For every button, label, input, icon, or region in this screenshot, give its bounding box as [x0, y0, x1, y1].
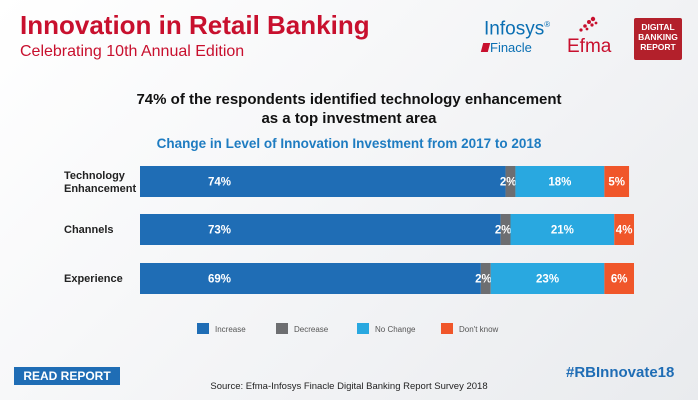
finacle-logo-text: Finacle	[484, 40, 550, 56]
data-label: 21%	[551, 225, 574, 237]
bar-segment-decrease	[500, 214, 511, 245]
efma-logo-text: Efma	[567, 36, 612, 57]
category-label: Technology Enhancement	[64, 170, 136, 195]
data-label: 4%	[616, 225, 633, 237]
infosys-logo-text: Infosys	[484, 18, 545, 40]
legend-label: Don't know	[459, 325, 499, 334]
legend-label: No Change	[375, 325, 416, 334]
read-report-button[interactable]: READ REPORT	[14, 367, 120, 385]
efma-logo: Efma	[563, 14, 615, 64]
bar-segment-no-change	[510, 214, 615, 245]
hashtag: #RBInnovate18	[566, 364, 675, 381]
bar-segment-no-change	[490, 263, 605, 294]
bar-segment-increase	[140, 263, 481, 294]
page-subtitle: Celebrating 10th Annual Edition	[20, 43, 245, 60]
headline-line-1: 74% of the respondents identified techno…	[136, 91, 562, 108]
legend-label: Increase	[215, 325, 246, 334]
category-label: Channels	[64, 224, 114, 236]
bar-segment-decrease	[505, 166, 516, 197]
legend-label: Decrease	[294, 325, 329, 334]
headline-line-2: as a top investment area	[261, 110, 437, 127]
bar-segment-don-t-know	[614, 214, 634, 245]
dbr-line-1: DIGITAL	[641, 22, 675, 32]
legend-swatch	[276, 323, 288, 334]
bar-segment-decrease	[480, 263, 491, 294]
data-label: 74%	[208, 177, 231, 189]
source-note: Source: Efma-Infosys Finacle Digital Ban…	[210, 381, 488, 392]
legend-swatch	[197, 323, 209, 334]
data-label: 18%	[548, 177, 571, 189]
legend-swatch	[441, 323, 453, 334]
bar-segment-increase	[140, 214, 501, 245]
dbr-line-3: REPORT	[640, 42, 676, 52]
infosys-finacle-logo: Infosys® Finacle	[484, 18, 551, 56]
data-label: 2%	[495, 225, 512, 237]
data-label: 2%	[475, 274, 492, 286]
headline: 74% of the respondents identified techno…	[0, 90, 698, 128]
bar-segment-increase	[140, 166, 506, 197]
data-label: 6%	[611, 274, 628, 286]
data-label: 5%	[608, 177, 625, 189]
page-title: Innovation in Retail Banking	[20, 10, 370, 40]
legend-swatch	[357, 323, 369, 334]
dbr-line-2: BANKING	[638, 32, 678, 42]
bar-segment-don-t-know	[604, 166, 630, 197]
data-label: 2%	[500, 177, 517, 189]
bar-segment-no-change	[515, 166, 605, 197]
digital-banking-report-logo: DIGITAL BANKING REPORT	[634, 18, 682, 60]
chart-title: Change in Level of Innovation Investment…	[156, 136, 542, 151]
data-label: 73%	[208, 225, 231, 237]
bar-segment-don-t-know	[604, 263, 634, 294]
category-label: Experience	[64, 273, 123, 285]
efma-dots-icon	[579, 16, 598, 32]
data-label: 23%	[536, 274, 559, 286]
data-label: 69%	[208, 274, 231, 286]
